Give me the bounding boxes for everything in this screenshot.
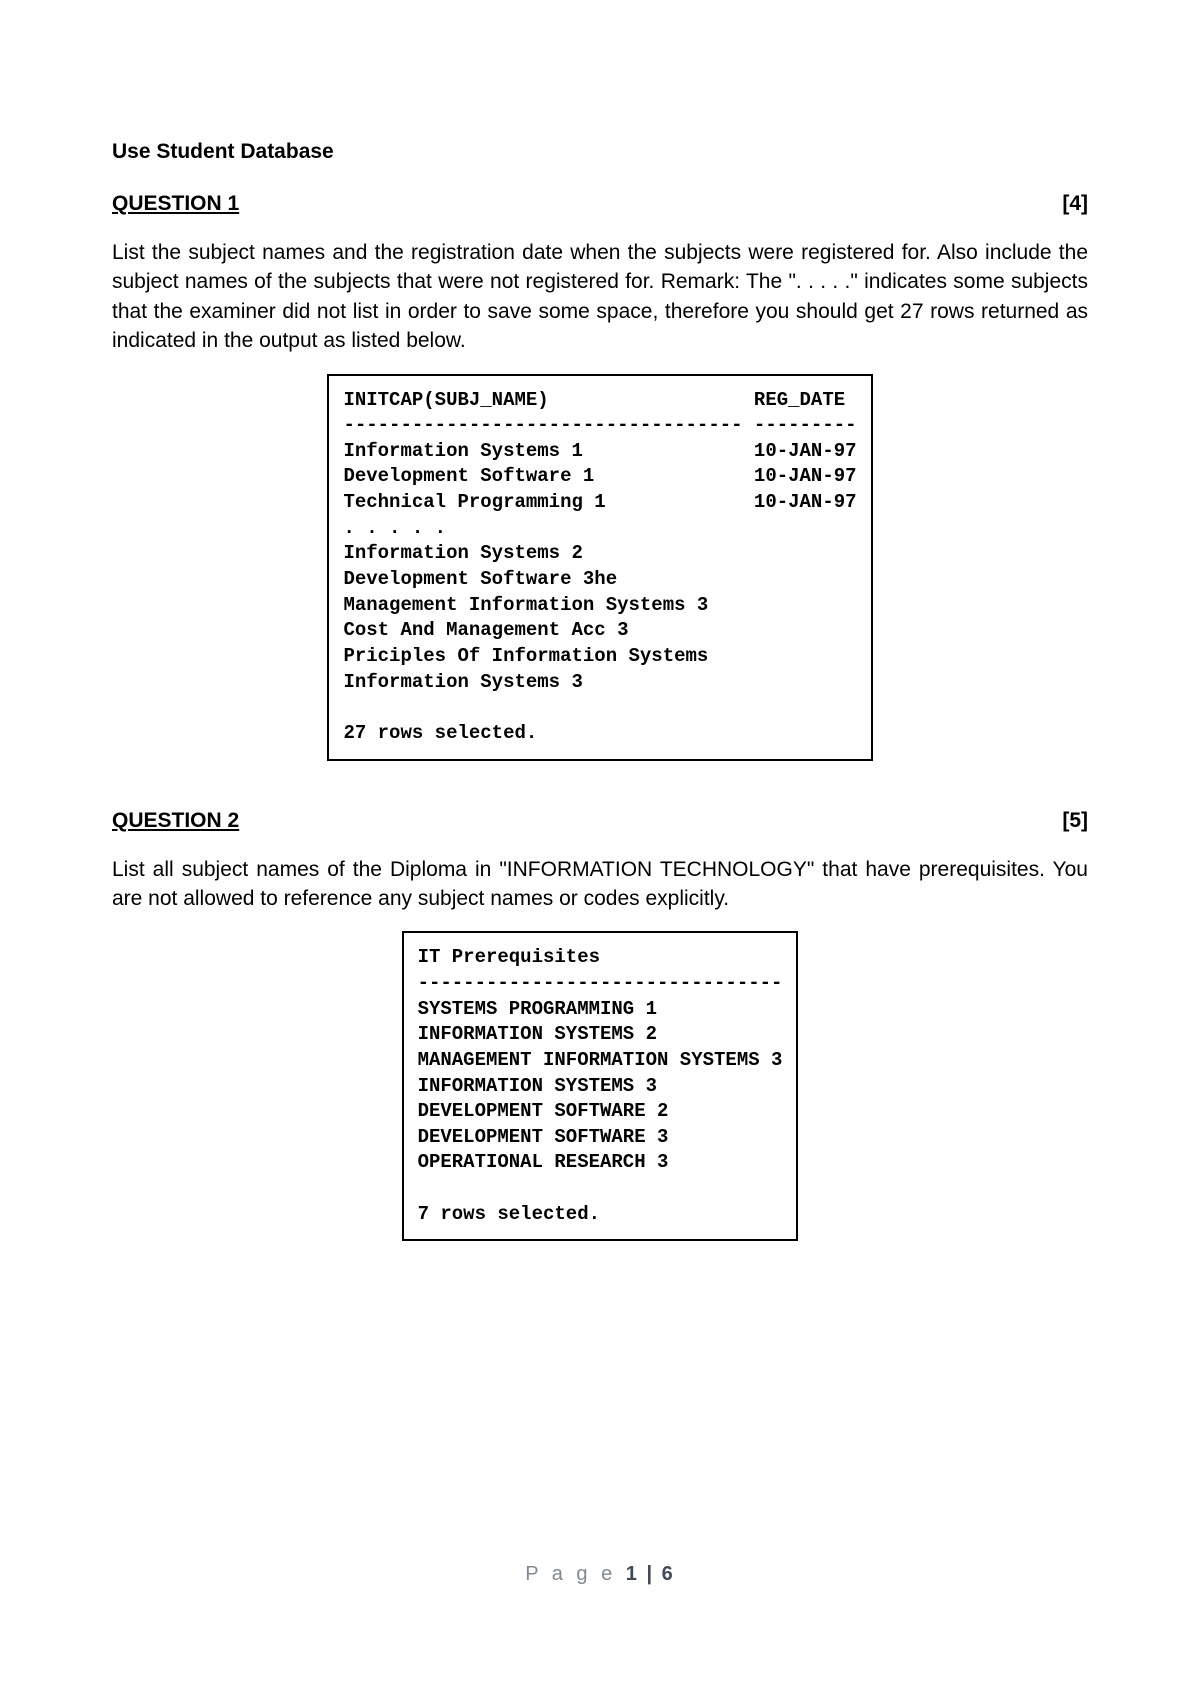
question-2-marks: [5] [1062, 809, 1088, 833]
question-1-body: List the subject names and the registrat… [112, 238, 1088, 356]
footer-prefix: P a g e [525, 1563, 626, 1585]
page-footer: P a g e 1 | 6 [0, 1563, 1200, 1586]
page-content: Use Student Database QUESTION 1 [4] List… [0, 0, 1200, 1241]
question-1-output: INITCAP(SUBJ_NAME) REG_DATE ------------… [327, 374, 872, 761]
footer-pagenum: 1 | 6 [626, 1563, 675, 1585]
question-2-output: IT Prerequisites -----------------------… [402, 931, 799, 1241]
question-1-marks: [4] [1062, 192, 1088, 216]
question-2-header: QUESTION 2 [5] [112, 809, 1088, 833]
question-2-body: List all subject names of the Diploma in… [112, 855, 1088, 914]
question-1-label: QUESTION 1 [112, 192, 239, 216]
question-1-header: QUESTION 1 [4] [112, 192, 1088, 216]
document-title: Use Student Database [112, 140, 1088, 164]
question-2-label: QUESTION 2 [112, 809, 239, 833]
